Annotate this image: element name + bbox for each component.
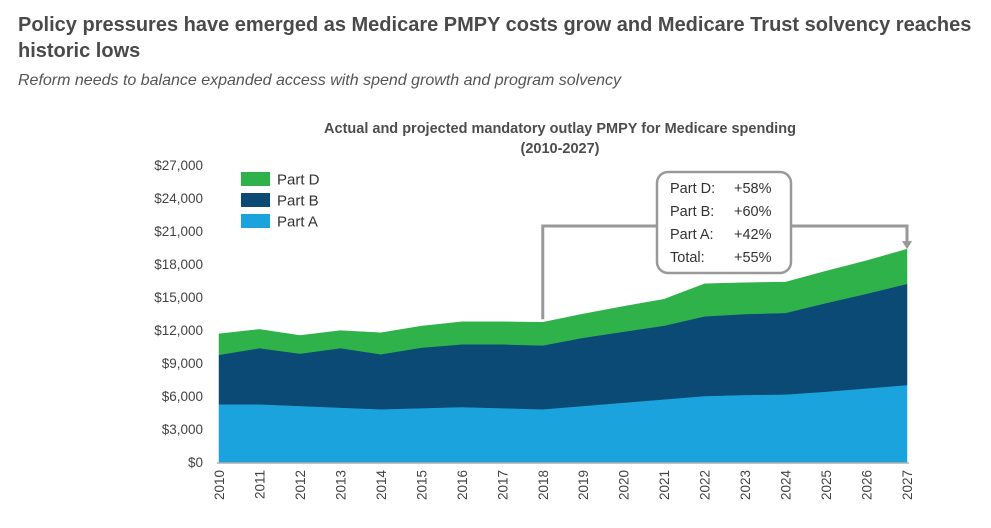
callout-value: +58% bbox=[734, 181, 772, 197]
x-tick-label: 2012 bbox=[293, 470, 308, 500]
y-tick-label: $3,000 bbox=[162, 422, 203, 437]
y-tick-label: $0 bbox=[188, 455, 203, 470]
x-tick-label: 2021 bbox=[657, 470, 672, 500]
callout-label: Part B: bbox=[670, 204, 714, 220]
x-tick-label: 2023 bbox=[738, 470, 753, 500]
y-tick-label: $18,000 bbox=[154, 257, 203, 272]
legend: Part D Part B Part A bbox=[241, 172, 320, 231]
legend-label: Part D bbox=[277, 172, 320, 189]
x-tick-label: 2019 bbox=[576, 470, 591, 500]
x-axis: 2010 2011 2012 2013 2014 2015 2016 2017 2018 2019… bbox=[212, 462, 915, 501]
x-tick-label: 2022 bbox=[698, 470, 713, 500]
x-tick-label: 2016 bbox=[455, 470, 470, 500]
x-tick-label: 2010 bbox=[212, 470, 227, 500]
area-part-d bbox=[218, 248, 908, 356]
x-tick-label: 2014 bbox=[374, 470, 389, 501]
y-tick-label: $27,000 bbox=[154, 158, 203, 173]
x-tick-label: 2027 bbox=[900, 470, 915, 500]
page-title: Policy pressures have emerged as Medicar… bbox=[18, 14, 972, 62]
legend-label: Part B bbox=[277, 193, 319, 210]
callout-box bbox=[655, 170, 793, 275]
y-tick-label: $12,000 bbox=[154, 323, 203, 338]
y-tick-label: $24,000 bbox=[154, 191, 203, 206]
chart-title: Actual and projected mandatory outlay PM… bbox=[210, 119, 910, 159]
x-tick-label: 2013 bbox=[333, 470, 348, 500]
x-tick-label: 2017 bbox=[495, 470, 510, 500]
callout-value: +60% bbox=[734, 204, 772, 220]
y-tick-label: $9,000 bbox=[162, 356, 203, 371]
legend-swatch-part-d bbox=[241, 172, 270, 186]
callout-value: +55% bbox=[734, 250, 772, 266]
x-tick-label: 2011 bbox=[252, 470, 267, 499]
y-tick-label: $15,000 bbox=[154, 290, 203, 305]
callout-label: Part A: bbox=[670, 227, 714, 243]
x-tick-label: 2026 bbox=[860, 470, 875, 500]
x-tick-label: 2020 bbox=[617, 470, 632, 500]
chart-title-line2: (2010-2027) bbox=[520, 141, 600, 157]
growth-callout: Part D: +58% Part B: +60% Part A: +42% Total: +… bbox=[541, 170, 912, 320]
area-layers bbox=[218, 248, 908, 463]
y-tick-label: $21,000 bbox=[154, 224, 203, 239]
x-tick-label: 2018 bbox=[536, 470, 551, 500]
callout-label: Total: bbox=[670, 250, 705, 266]
callout-value: +42% bbox=[734, 227, 772, 243]
x-tick-label: 2015 bbox=[414, 470, 429, 500]
legend-swatch-part-b bbox=[241, 193, 270, 207]
y-axis: $0 $3,000 $6,000 $9,000 $12,000 $15,000 $18,00… bbox=[154, 158, 203, 470]
x-tick-label: 2024 bbox=[779, 470, 794, 501]
legend-swatch-part-a bbox=[241, 214, 270, 228]
chart-title-line1: Actual and projected mandatory outlay PM… bbox=[324, 121, 796, 137]
callout-label: Part D: bbox=[670, 181, 715, 197]
legend-label: Part A bbox=[277, 214, 318, 231]
callout-arrow bbox=[902, 241, 912, 250]
page-subtitle: Reform needs to balance expanded access … bbox=[18, 72, 622, 89]
x-tick-label: 2025 bbox=[819, 470, 834, 500]
y-tick-label: $6,000 bbox=[162, 389, 203, 404]
